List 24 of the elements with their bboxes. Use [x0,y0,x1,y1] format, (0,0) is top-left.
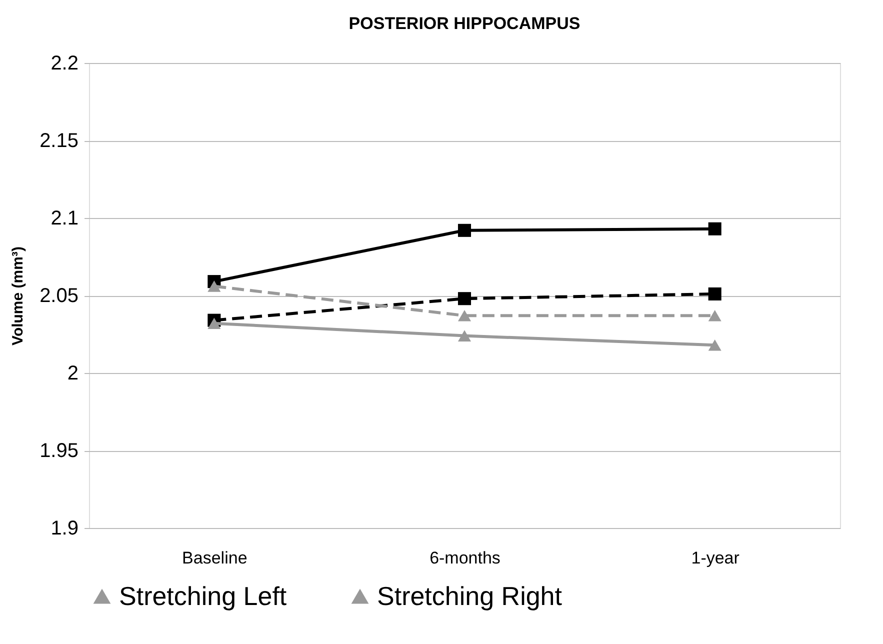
point [208,318,221,330]
point [458,224,472,237]
point [458,292,472,306]
y-tick-label: 2.15 [40,130,78,152]
point [208,280,221,292]
y-tick-label: 2.2 [50,52,78,74]
chart-title: POSTERIOR HIPPOCAMPUS [348,14,580,33]
legend-label: Stretching Right [377,581,563,611]
point [708,310,722,322]
point [458,330,472,342]
y-axis-title: Volume (mm³) [10,246,27,346]
point [708,287,722,300]
y-tick-label: 1.95 [40,440,78,462]
point [458,310,472,322]
x-tick-label: Baseline [182,548,248,568]
x-tick-label: 6-months [430,548,500,568]
y-tick-label: 2 [67,362,78,384]
legend-label: Stretching Left [119,581,288,611]
y-tick-label: 2.1 [50,208,78,230]
x-tick-label: 1-year [691,548,740,568]
y-tick-label: 1.9 [50,518,78,540]
point [708,222,722,236]
y-tick-label: 2.05 [40,285,78,307]
point [708,339,722,351]
